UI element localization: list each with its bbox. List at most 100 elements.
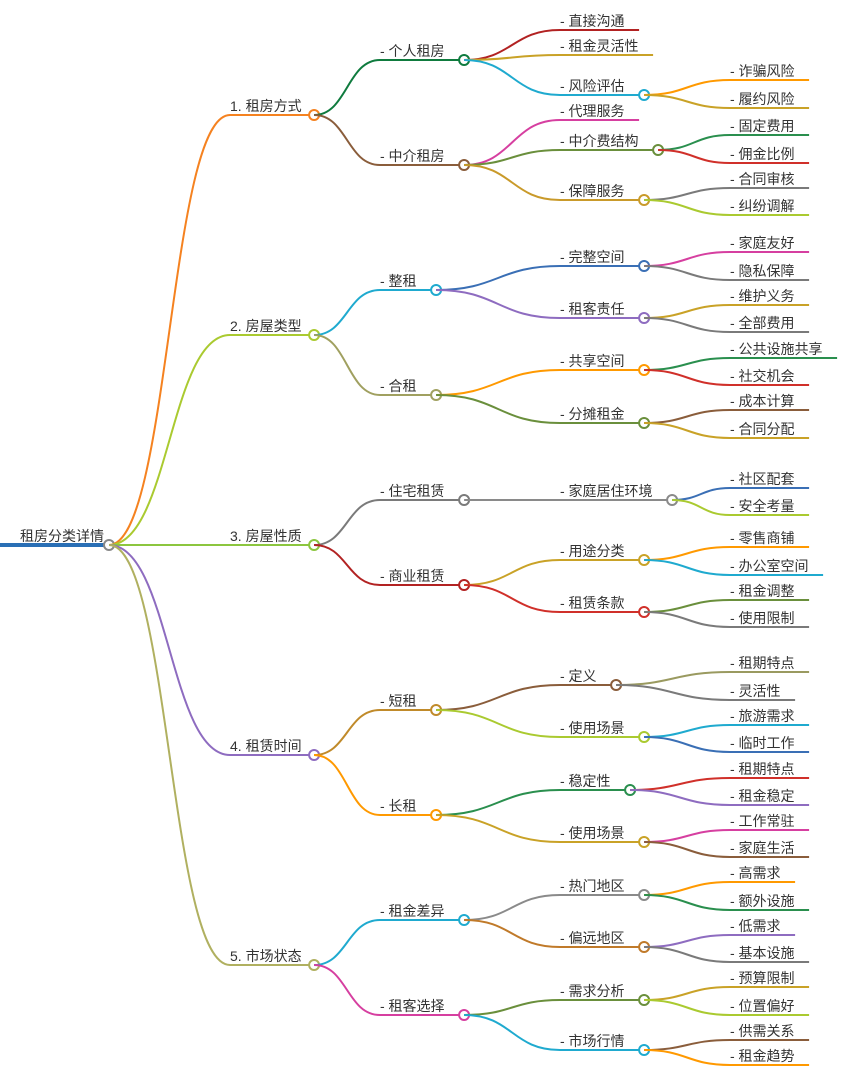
node-label: - 家庭居住环境 [560,483,653,499]
node-label: - 社区配套 [730,471,795,487]
branch-edge [436,266,560,290]
branch-edge [109,335,230,545]
node-label: - 合同审核 [730,171,795,187]
branch-edge [464,920,560,947]
node-label: - 租期特点 [730,761,795,777]
node-label: - 使用场景 [560,720,625,736]
node-label: - 定义 [560,668,597,684]
branch-edge [644,935,730,947]
node-label: - 使用场景 [560,825,625,841]
branch-edge [644,95,730,108]
branch-edge [616,672,730,685]
branch-edge [630,790,730,805]
branch-edge [314,290,380,335]
node-label: - 旅游需求 [730,708,795,724]
node-label: 5. 市场状态 [230,948,302,964]
node-label: - 租期特点 [730,655,795,671]
branch-edge [109,545,230,755]
branch-edge [644,612,730,627]
node-label: - 整租 [380,273,417,289]
branch-edge [314,545,380,585]
node-label: - 租客责任 [560,301,625,317]
node-label: - 成本计算 [730,393,795,409]
branch-edge [464,60,560,95]
branch-edge [658,150,730,163]
branch-edge [464,1000,560,1015]
node-label: - 租金调整 [730,583,795,599]
branch-edge [436,685,560,710]
branch-edge [644,358,730,370]
branch-edge [436,370,560,395]
node-label: - 中介租房 [380,148,445,164]
branch-edge [644,410,730,423]
branch-edge [644,842,730,857]
node-label: - 热门地区 [560,878,625,894]
node-label: - 租金稳定 [730,788,795,804]
branch-edge [314,920,380,965]
branch-edge [644,318,730,332]
node-label: - 低需求 [730,918,781,934]
node-label: - 高需求 [730,865,781,881]
node-label: 1. 租房方式 [230,98,302,114]
branch-edge [644,370,730,385]
branch-edge [644,600,730,612]
node-label: - 直接沟通 [560,13,625,29]
branch-edge [314,335,380,395]
branch-edge [314,500,380,545]
node-label: - 位置偏好 [730,998,795,1014]
node-label: - 工作常驻 [730,813,795,829]
node-label: 4. 租赁时间 [230,738,302,754]
node-label: - 租金差异 [380,903,445,919]
branch-edge [644,266,730,280]
node-label: - 零售商铺 [730,530,795,546]
branch-edge [464,55,560,60]
mindmap-canvas: 租房分类详情1. 租房方式 - 个人租房 - 直接沟通 - 租金灵活性 - 风险… [0,0,845,1070]
node-label: - 租金趋势 [730,1048,795,1064]
branch-edge [672,488,730,500]
branch-edge [464,560,560,585]
branch-edge [436,710,560,737]
branch-edge [630,778,730,790]
branch-edge [436,790,560,815]
branch-edge [436,290,560,318]
node-label: - 租金灵活性 [560,38,639,54]
branch-edge [644,1050,730,1065]
branch-edge [109,115,230,545]
node-label: - 商业租赁 [380,568,445,584]
branch-edge [314,965,380,1015]
branch-edge [644,188,730,200]
node-label: - 中介费结构 [560,133,639,149]
node-label: - 隐私保障 [730,263,795,279]
node-label: - 使用限制 [730,610,795,626]
branch-edge [644,947,730,962]
node-label: - 全部费用 [730,315,795,331]
node-label: - 合租 [380,378,417,394]
node-label: - 诈骗风险 [730,63,795,79]
branch-edge [644,560,730,575]
branch-edge [464,165,560,200]
node-label: - 租赁条款 [560,595,625,611]
node-label: - 维护义务 [730,288,795,304]
node-label: - 短租 [380,693,417,709]
node-label: - 风险评估 [560,78,625,94]
node-label: - 额外设施 [730,893,795,909]
node-label: - 住宅租赁 [380,483,445,499]
node-label: 3. 房屋性质 [230,528,302,544]
branch-edge [644,1000,730,1015]
branch-edge [672,500,730,515]
node-label: - 共享空间 [560,353,625,369]
branch-edge [314,115,380,165]
branch-edge [314,755,380,815]
node-label: 2. 房屋类型 [230,318,302,334]
branch-edge [644,882,730,895]
node-label: - 安全考量 [730,498,795,514]
node-label: - 临时工作 [730,735,795,751]
branch-edge [464,1015,560,1050]
node-label: - 供需关系 [730,1023,795,1039]
branch-edge [464,895,560,920]
branch-edge [644,737,730,752]
branch-edge [436,395,560,423]
branch-edge [109,545,230,965]
node-label: - 办公室空间 [730,558,809,574]
node-label: - 代理服务 [560,103,625,119]
